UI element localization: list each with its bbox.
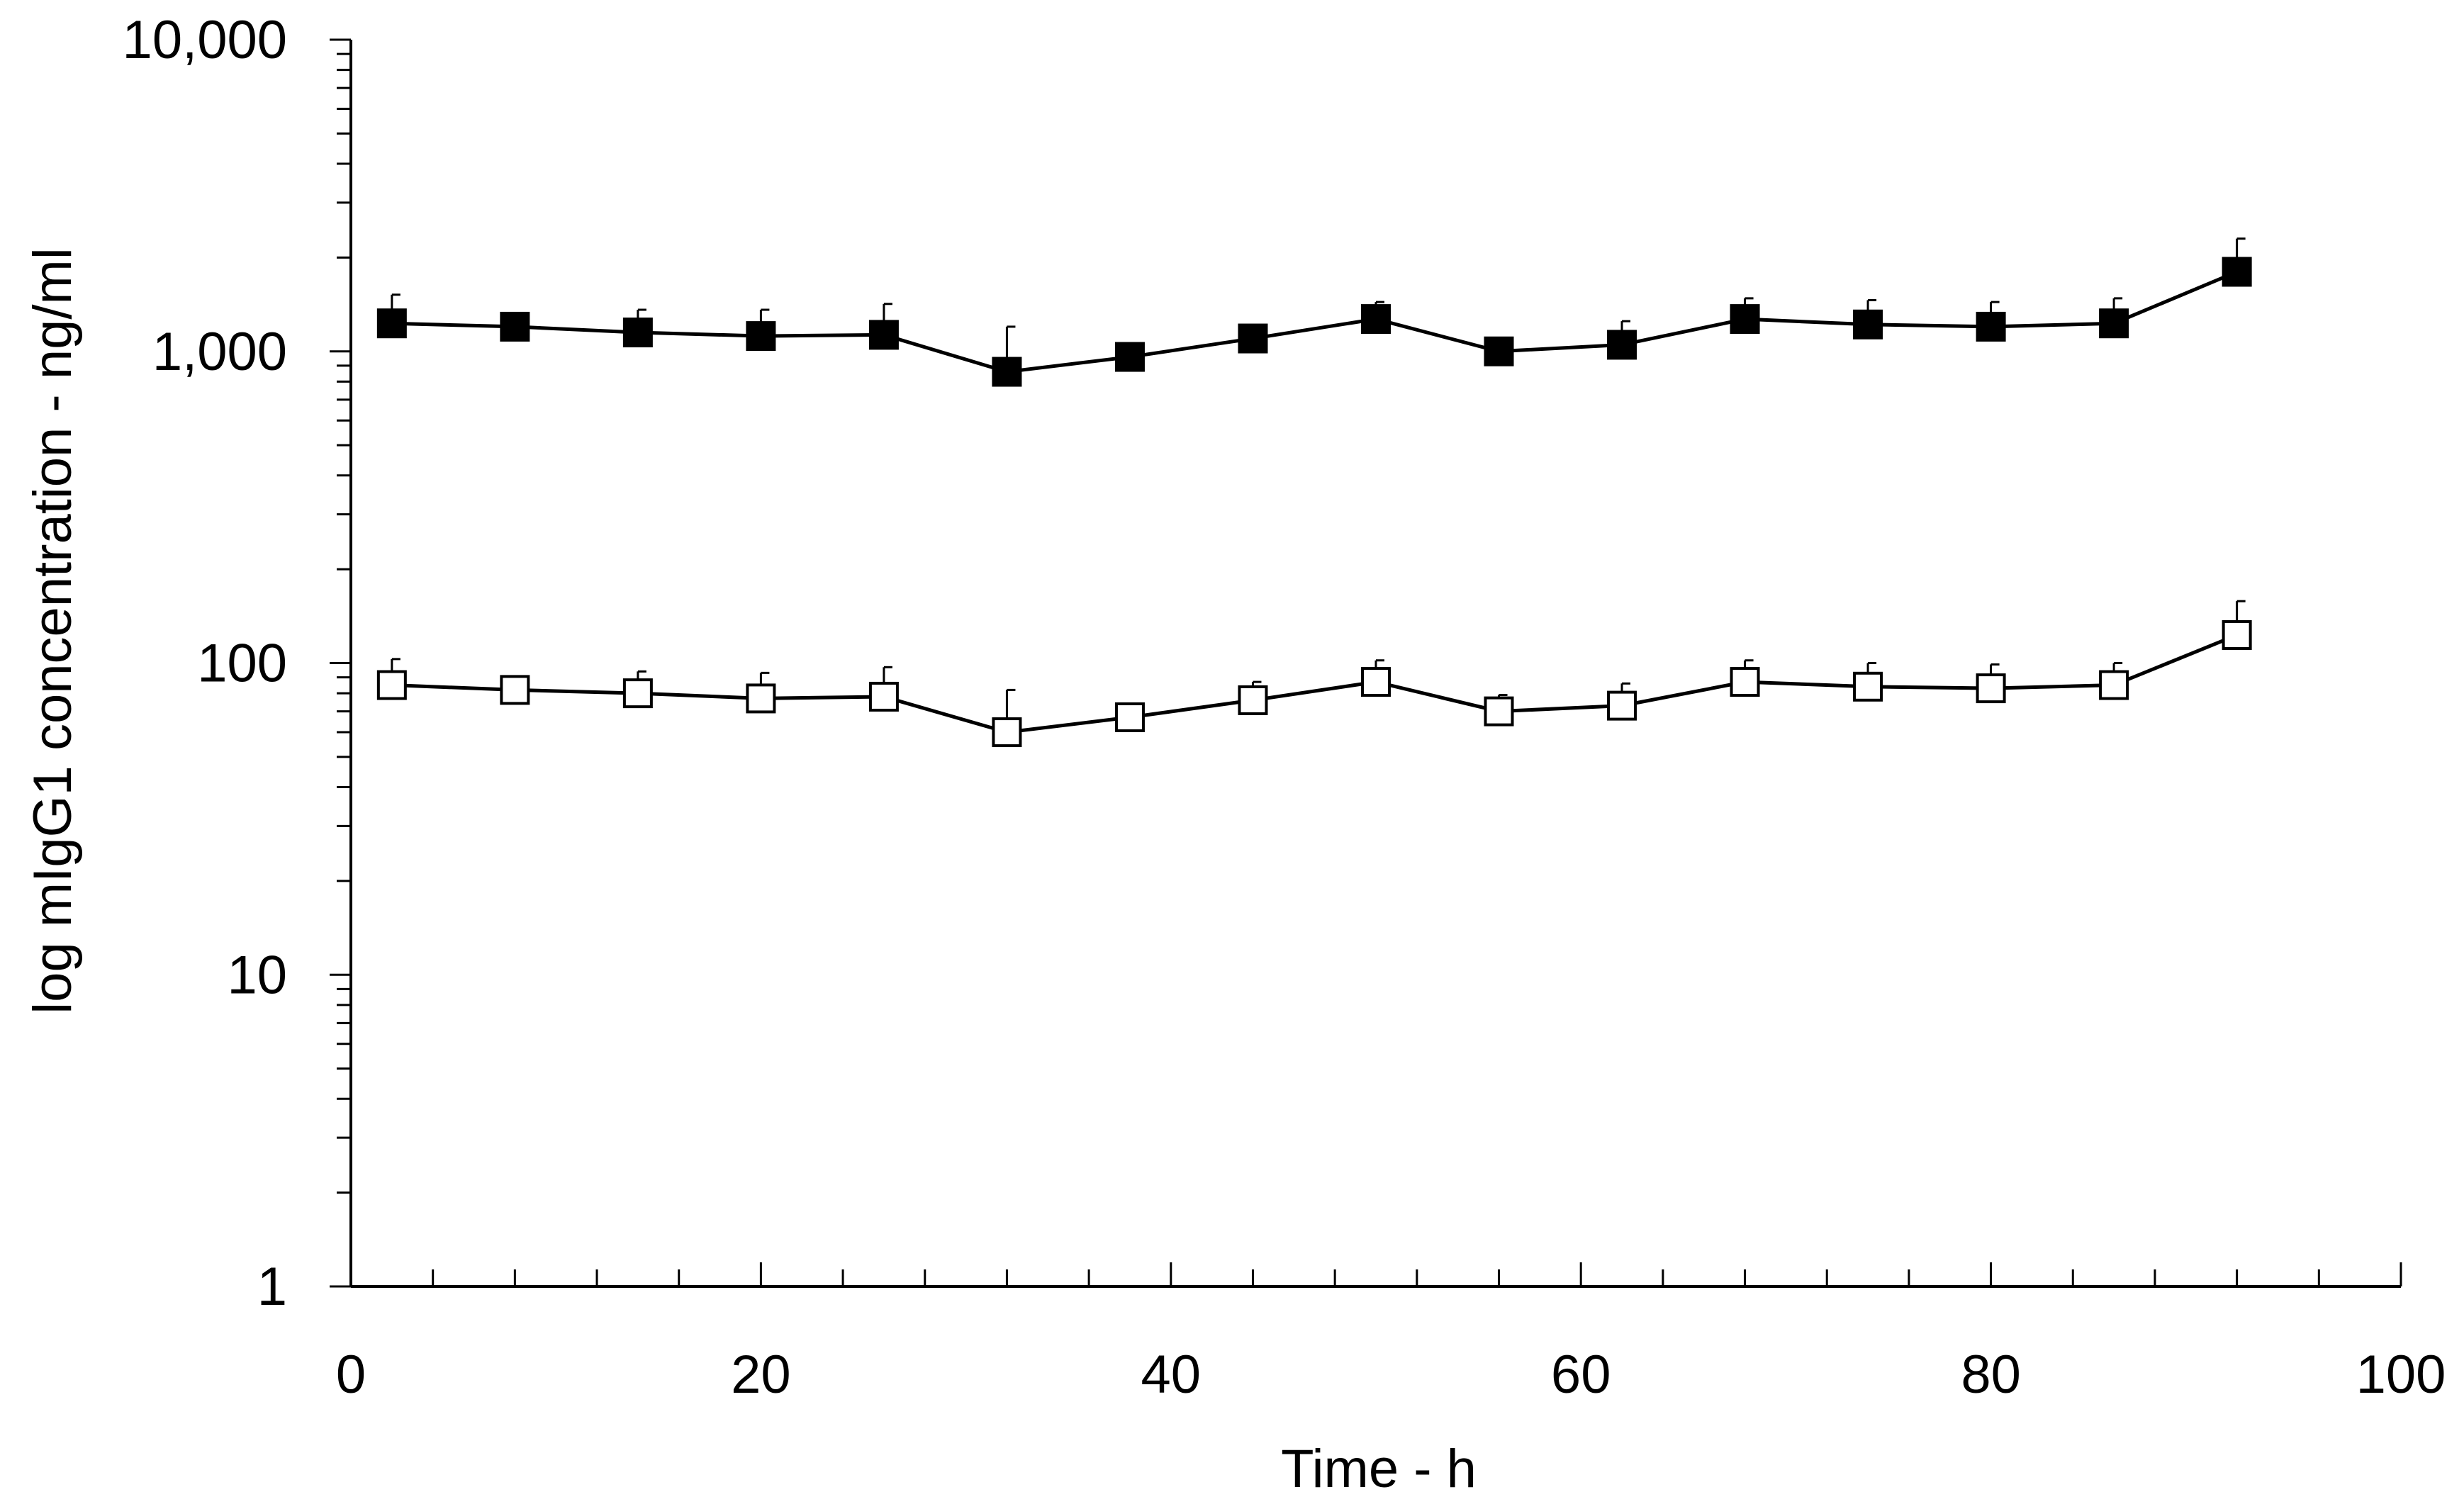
data-point (2099, 308, 2129, 339)
data-point (992, 357, 1022, 387)
data-point (746, 683, 776, 714)
data-point (2222, 619, 2252, 650)
x-tick-label: 100 (2356, 1345, 2446, 1405)
data-point (1853, 309, 1883, 340)
data-point (1853, 671, 1883, 702)
x-tick-label: 80 (1961, 1345, 2021, 1405)
series-1 (376, 237, 2252, 387)
data-point (376, 670, 407, 700)
data-point (1607, 330, 1637, 360)
y-tick-label: 10 (227, 945, 287, 1005)
y-axis-title: log mIgG1 concentration - ng/ml (23, 247, 83, 1014)
x-tick-label: 40 (1141, 1345, 1202, 1405)
data-point (1114, 702, 1145, 732)
data-point (622, 318, 653, 348)
data-point (622, 678, 653, 709)
data-point (868, 320, 899, 350)
data-point (500, 675, 530, 705)
data-point (1976, 673, 2006, 704)
data-point (1484, 336, 1514, 366)
x-axis-title: Time - h (1281, 1439, 1477, 1499)
data-point (500, 311, 530, 342)
data-point (376, 308, 407, 339)
x-tick-label: 60 (1551, 1345, 1611, 1405)
data-point (1114, 342, 1145, 372)
y-tick-label: 1 (257, 1257, 287, 1317)
y-tick-label: 100 (197, 634, 287, 694)
series-line (391, 633, 2238, 734)
series-2 (376, 600, 2252, 748)
data-point (746, 321, 776, 352)
data-point (2099, 670, 2129, 700)
data-point (2222, 257, 2252, 287)
data-point (1730, 667, 1760, 697)
data-point (1361, 304, 1391, 335)
x-tick-label: 20 (731, 1345, 791, 1405)
data-point (1361, 667, 1391, 697)
x-tick-label: 0 (336, 1345, 366, 1405)
ticks: 1 10 100 1,000 10,000 0 20 40 60 80 100 (123, 10, 2446, 1405)
data-point (1238, 323, 1268, 354)
data-point (1730, 304, 1760, 335)
data-point (1976, 311, 2006, 342)
series-layer (376, 237, 2252, 748)
data-point (1484, 696, 1514, 727)
data-point (1607, 690, 1637, 721)
y-tick-label: 10,000 (123, 10, 287, 70)
data-point (868, 681, 899, 712)
y-tick-label: 1,000 (152, 322, 287, 382)
data-point (992, 717, 1022, 748)
series-line (391, 270, 2238, 374)
data-point (1238, 685, 1268, 715)
